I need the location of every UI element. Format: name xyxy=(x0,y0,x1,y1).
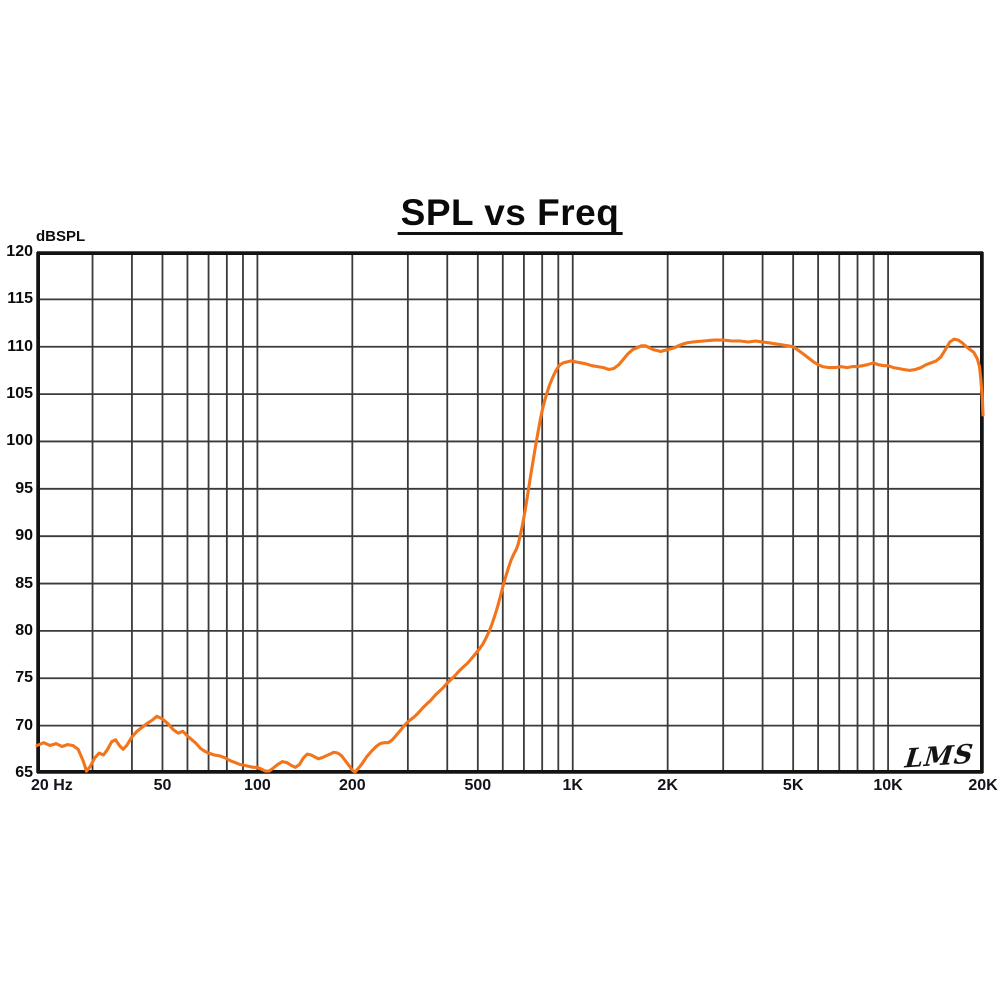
chart-title: SPL vs Freq xyxy=(397,194,623,235)
x-tick-label: 100 xyxy=(244,777,271,794)
x-tick-label: 20 Hz xyxy=(31,777,73,794)
grid-lines xyxy=(36,251,984,774)
y-tick-label: 70 xyxy=(15,716,33,734)
y-tick-label: 75 xyxy=(15,669,33,687)
y-axis-unit-label: dBSPL xyxy=(36,228,86,245)
frequency-response-plot xyxy=(35,251,985,774)
x-tick-label: 10K xyxy=(873,777,903,794)
y-tick-label: 65 xyxy=(15,764,33,781)
x-tick-label: 1K xyxy=(562,777,583,794)
y-tick-label: 80 xyxy=(15,621,33,639)
y-tick-label: 90 xyxy=(15,527,33,545)
plot-area: LMS xyxy=(35,251,985,775)
plot-border xyxy=(37,252,983,773)
y-tick-label: 115 xyxy=(7,290,33,308)
x-tick-label: 50 xyxy=(153,777,172,794)
y-tick-label: 105 xyxy=(6,385,33,403)
x-tick-label: 2K xyxy=(657,777,678,794)
lms-signature: LMS xyxy=(903,739,976,775)
y-tick-label: 110 xyxy=(7,337,33,355)
y-tick-label: 100 xyxy=(6,432,33,450)
x-tick-label: 200 xyxy=(338,777,366,794)
x-tick-label: 500 xyxy=(464,777,492,794)
y-tick-label: 95 xyxy=(15,479,33,497)
x-tick-label: 5K xyxy=(782,777,804,794)
spl-curve xyxy=(35,337,985,774)
y-tick-label: 85 xyxy=(15,574,33,592)
y-tick-label: 120 xyxy=(6,243,33,260)
x-tick-label: 20K xyxy=(968,777,998,794)
